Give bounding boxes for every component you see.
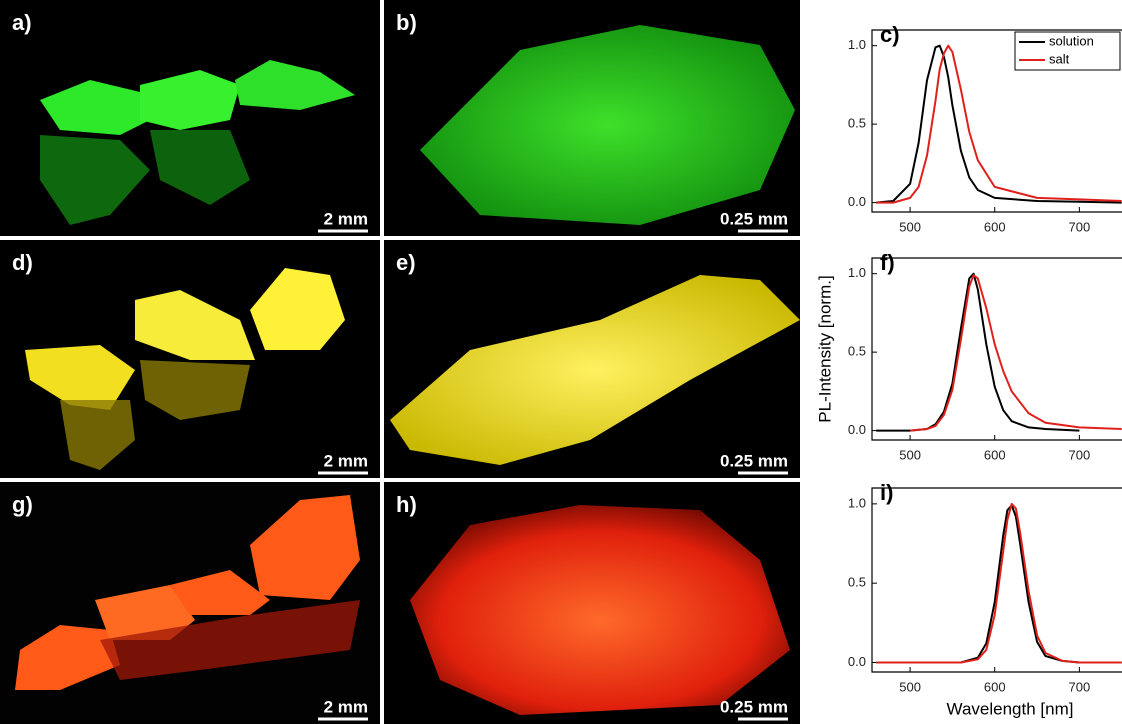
legend-label: solution	[1049, 33, 1094, 48]
legend-label: salt	[1049, 51, 1070, 66]
panel-label: i)	[880, 480, 893, 505]
panel-label: f)	[880, 250, 895, 275]
panel-label: c)	[880, 22, 900, 47]
series-line	[910, 275, 1122, 430]
series-line	[876, 504, 1121, 663]
x-tick-label: 500	[899, 219, 921, 234]
x-tick-label: 600	[984, 447, 1006, 462]
y-tick-label: 0.0	[848, 422, 866, 437]
y-axis-label: PL-Intensity [norm.]	[815, 275, 834, 422]
y-tick-label: 1.0	[848, 265, 866, 280]
scale-label: 2 mm	[324, 209, 368, 228]
y-tick-label: 0.0	[848, 194, 866, 209]
scale-label: 0.25 mm	[720, 209, 788, 228]
x-tick-label: 500	[899, 447, 921, 462]
x-tick-label: 700	[1069, 679, 1091, 694]
x-tick-label: 700	[1069, 447, 1091, 462]
x-tick-label: 500	[899, 679, 921, 694]
scale-label: 2 mm	[324, 697, 368, 716]
x-tick-label: 600	[984, 219, 1006, 234]
x-tick-label: 600	[984, 679, 1006, 694]
panel-label: e)	[396, 250, 416, 275]
scale-label: 0.25 mm	[720, 451, 788, 470]
panel-label: b)	[396, 10, 417, 35]
series-line	[876, 274, 1079, 431]
panel-label: d)	[12, 250, 33, 275]
scale-label: 0.25 mm	[720, 697, 788, 716]
x-axis-label: Wavelength [nm]	[947, 699, 1074, 718]
y-tick-label: 1.0	[848, 37, 866, 52]
x-tick-label: 700	[1069, 219, 1091, 234]
figure: a) 2 mm b) 0.25 mm d) 2 mm e) 0.25 mm g) 2 mm h) 0.…	[0, 0, 1122, 724]
y-tick-label: 0.5	[848, 116, 866, 131]
y-tick-label: 0.0	[848, 654, 866, 669]
panel-label: g)	[12, 492, 33, 517]
panel-label: h)	[396, 492, 417, 517]
scale-label: 2 mm	[324, 451, 368, 470]
y-tick-label: 1.0	[848, 495, 866, 510]
y-tick-label: 0.5	[848, 344, 866, 359]
panel-label: a)	[12, 10, 32, 35]
y-tick-label: 0.5	[848, 575, 866, 590]
